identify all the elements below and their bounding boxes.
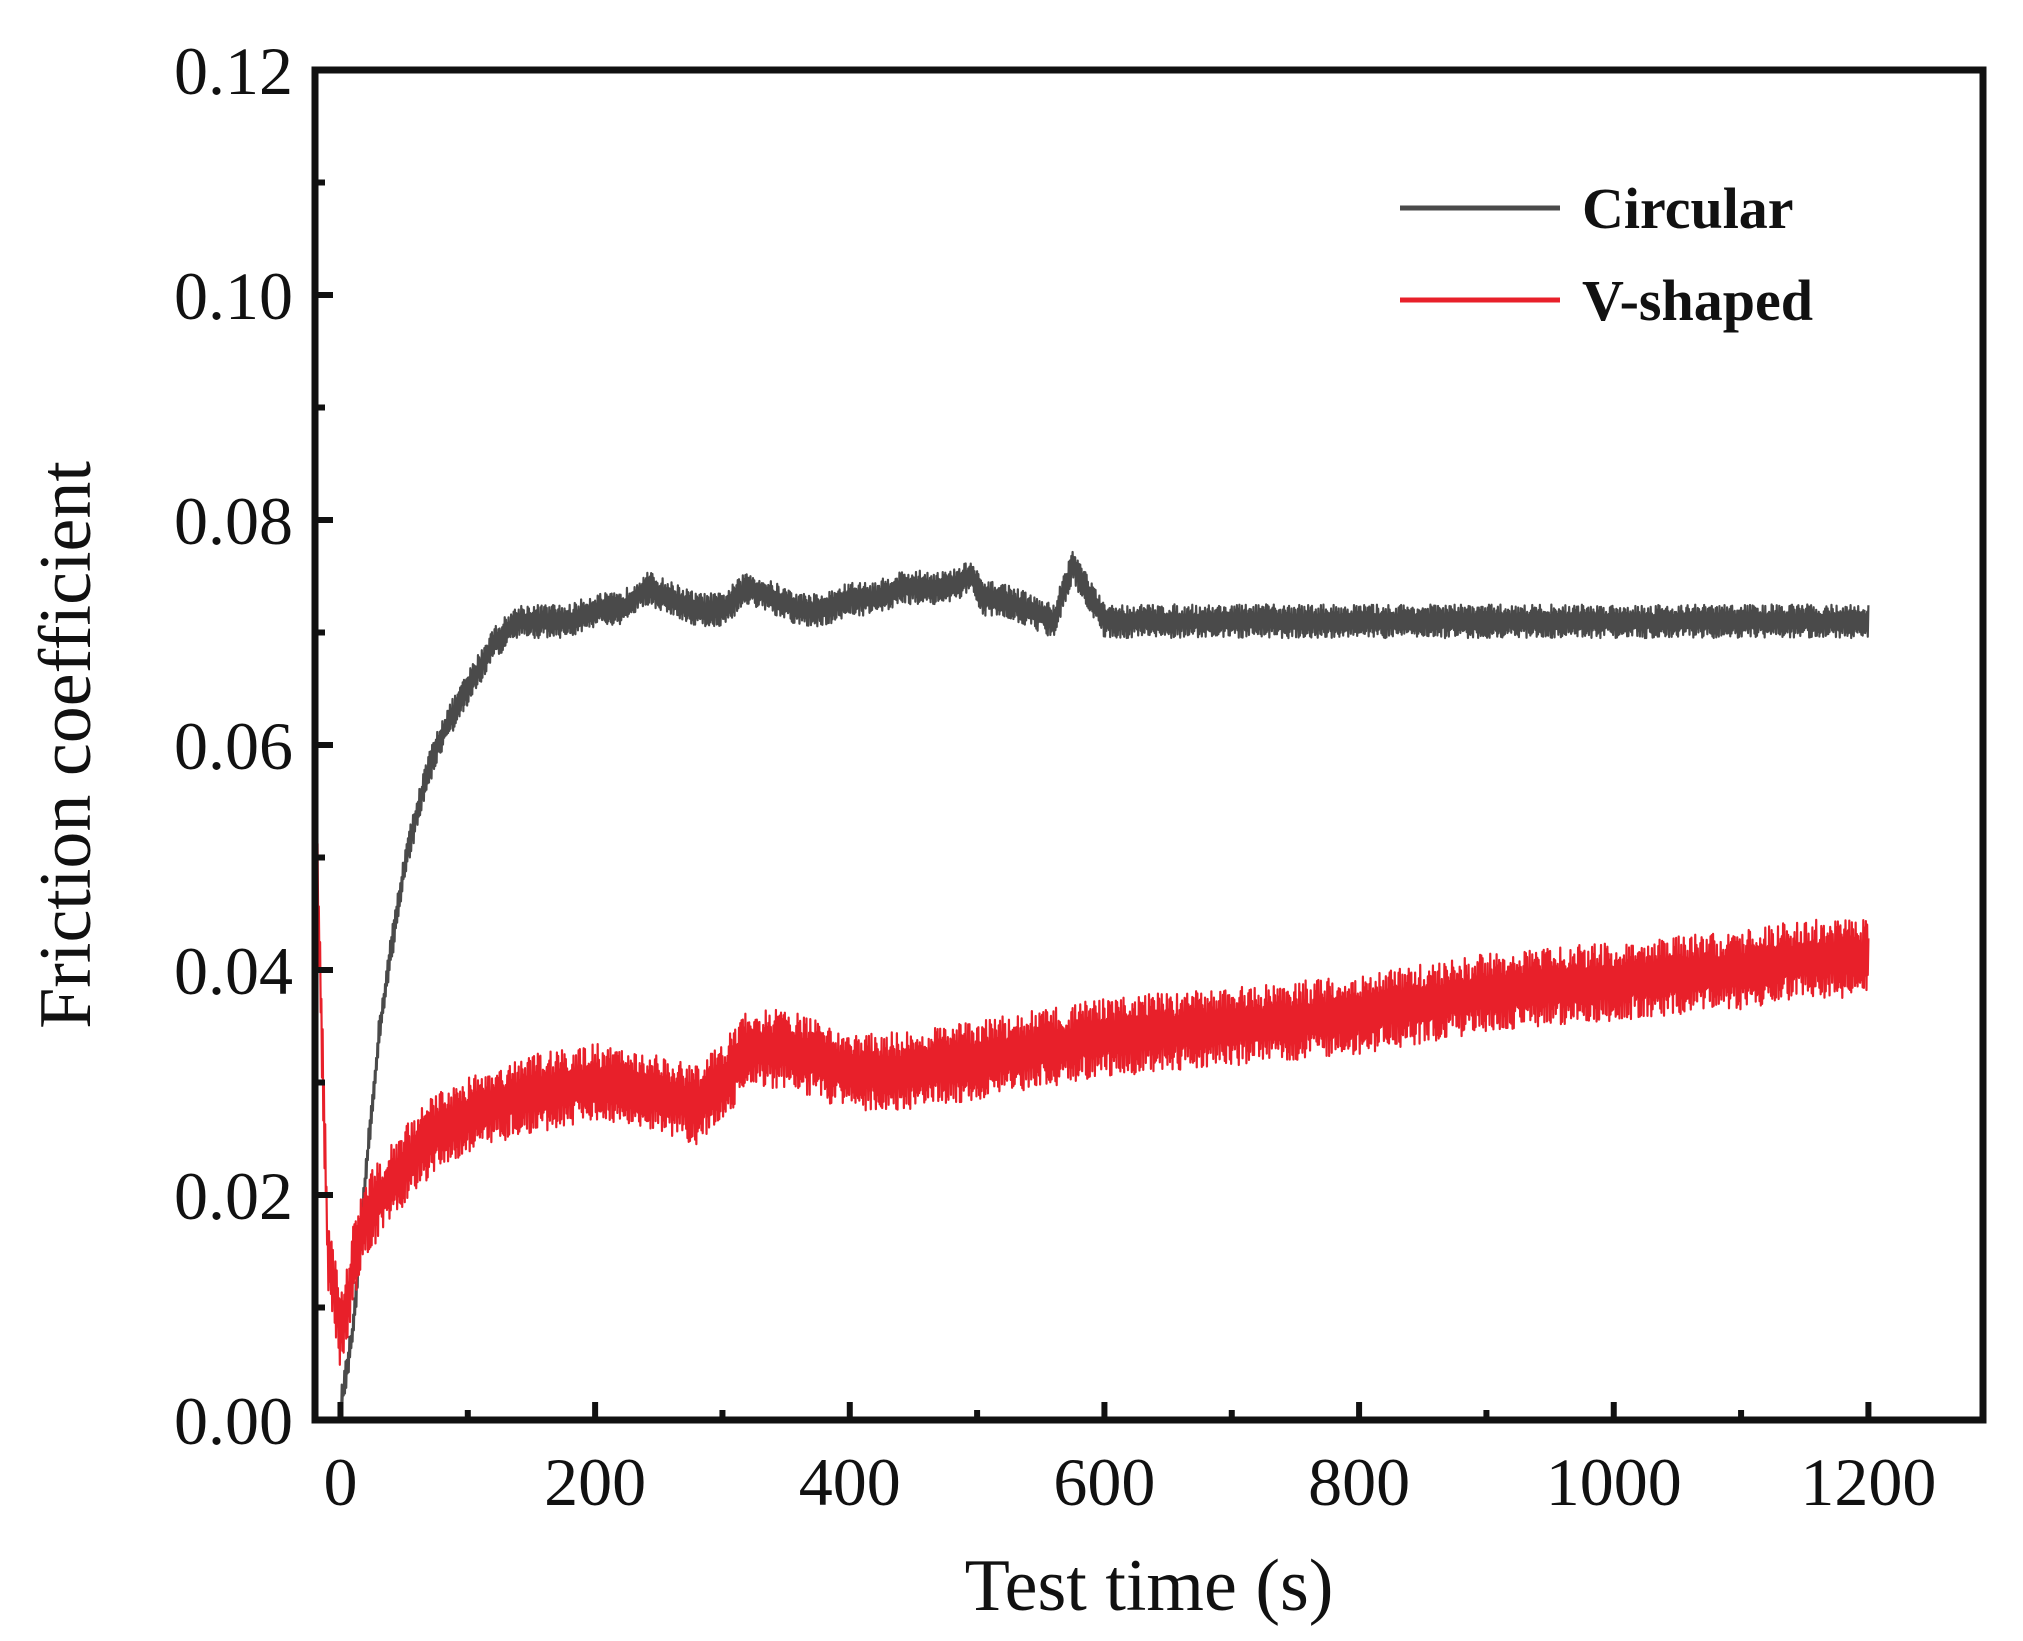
x-tick-label-400: 400 — [799, 1444, 901, 1520]
y-tick-label-0.02: 0.02 — [174, 1158, 293, 1234]
x-axis-title: Test time (s) — [965, 1545, 1334, 1627]
y-axis-title: Friction coefficient — [25, 461, 107, 1029]
y-tick-label-0.04: 0.04 — [174, 933, 293, 1009]
y-tick-label-0.10: 0.10 — [174, 258, 293, 334]
series-line-circular — [339, 550, 1870, 1421]
y-tick-label-0.00: 0.00 — [174, 1383, 293, 1459]
legend-label-v-shaped: V-shaped — [1582, 268, 1813, 333]
y-tick-label-0.06: 0.06 — [174, 708, 293, 784]
plot-frame — [311, 66, 1987, 1424]
x-tick-label-200: 200 — [544, 1444, 646, 1520]
x-tick-label-0: 0 — [323, 1444, 357, 1520]
legend: Circular V-shaped — [1400, 176, 1813, 333]
legend-label-circular: Circular — [1582, 176, 1794, 241]
ticks-layer: 0 200 400 600 800 1000 1200 0.00 0.02 0.04 0.06 0.0… — [174, 33, 1936, 1520]
x-tick-label-600: 600 — [1053, 1444, 1155, 1520]
x-tick-label-1200: 1200 — [1800, 1444, 1936, 1520]
y-tick-label-0.12: 0.12 — [174, 33, 293, 109]
y-tick-label-0.08: 0.08 — [174, 483, 293, 559]
series-line-v-shaped — [313, 773, 1870, 1366]
x-tick-label-800: 800 — [1308, 1444, 1410, 1520]
x-tick-label-1000: 1000 — [1546, 1444, 1682, 1520]
series-layer — [313, 550, 1870, 1421]
